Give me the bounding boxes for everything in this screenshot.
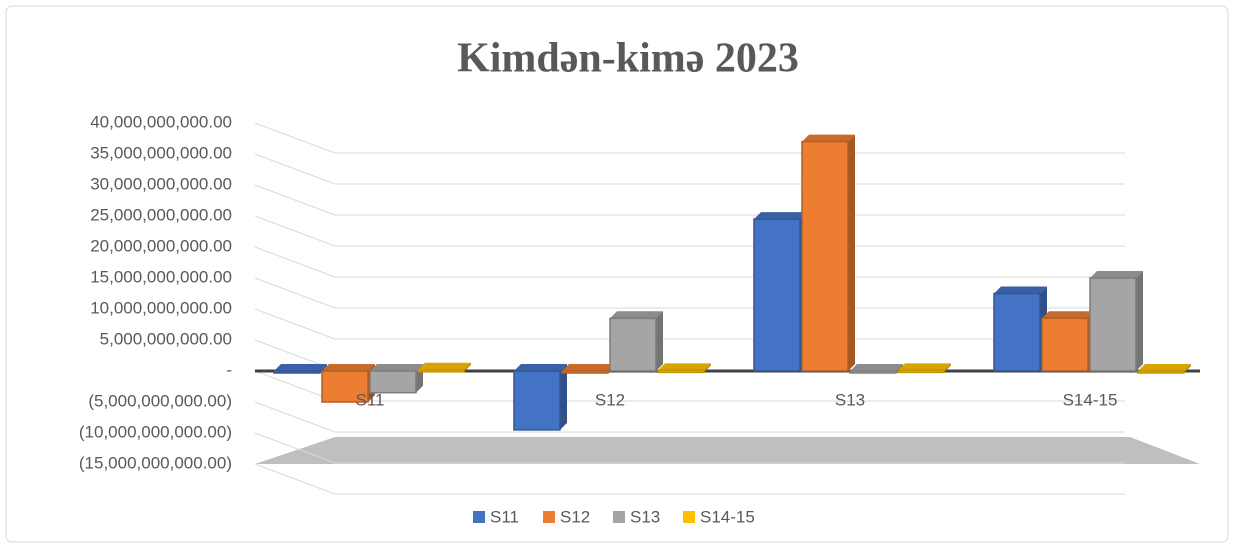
bar-top	[658, 363, 711, 371]
bar-side	[944, 363, 951, 373]
bar	[609, 317, 657, 372]
y-tick-label: (15,000,000,000.00)	[79, 453, 232, 472]
bar	[417, 369, 465, 373]
bar-side	[1184, 364, 1191, 373]
x-tick-label: S11	[356, 390, 385, 409]
bar-top	[802, 134, 855, 142]
bar	[801, 140, 849, 372]
bar-top	[418, 362, 471, 370]
grid-line	[254, 246, 336, 278]
grid-line	[254, 215, 336, 247]
grid-line	[254, 277, 336, 309]
y-tick-label: 30,000,000,000.00	[90, 174, 232, 193]
bar-side	[1136, 271, 1143, 371]
bar	[993, 292, 1041, 372]
grid-line	[254, 463, 336, 495]
legend-swatch	[683, 511, 695, 523]
bar	[1041, 317, 1089, 372]
legend-swatch	[473, 511, 485, 523]
bar-top	[754, 212, 807, 220]
bar-top	[1042, 311, 1095, 319]
bar-top	[994, 286, 1047, 294]
y-tick-label: (5,000,000,000.00)	[88, 391, 232, 410]
y-tick-label: 10,000,000,000.00	[90, 298, 232, 317]
bar	[561, 370, 609, 374]
y-tick-label: 35,000,000,000.00	[90, 143, 232, 162]
bar-side	[464, 362, 471, 372]
grid-line	[254, 308, 336, 340]
bar-top	[610, 311, 663, 319]
bar-top	[1138, 364, 1191, 371]
legend-swatch	[543, 511, 555, 523]
bar-top	[274, 364, 327, 371]
grid-line	[254, 153, 336, 185]
bar-side	[848, 134, 855, 371]
x-tick-label: S14-15	[1063, 390, 1118, 409]
x-tick-label: S12	[595, 390, 625, 409]
legend-label: S12	[560, 507, 590, 526]
bar-top	[898, 363, 951, 371]
legend-label: S14-15	[700, 507, 755, 526]
chart-border	[5, 5, 1229, 543]
bar	[849, 370, 897, 374]
legend-swatch	[613, 511, 625, 523]
bar	[1137, 370, 1185, 374]
bar-top	[850, 364, 903, 371]
y-tick-label: 15,000,000,000.00	[90, 267, 232, 286]
legend-label: S13	[630, 507, 660, 526]
y-tick-label: (10,000,000,000.00)	[79, 422, 232, 441]
floor	[255, 437, 1200, 464]
legend-label: S11	[490, 507, 519, 526]
bar-top	[514, 364, 567, 371]
bar-top	[370, 364, 423, 371]
grid-line	[254, 184, 336, 216]
bar	[273, 370, 321, 374]
grid-line	[254, 401, 336, 433]
y-tick-label: 40,000,000,000.00	[90, 112, 232, 131]
chart-title: Kimdən-kimə 2023	[457, 36, 799, 82]
y-tick-label: -	[226, 360, 232, 379]
bar	[657, 369, 705, 374]
bar	[897, 369, 945, 374]
y-tick-label: 20,000,000,000.00	[90, 236, 232, 255]
bar-top	[1090, 271, 1143, 278]
bar	[513, 370, 561, 431]
y-tick-label: 5,000,000,000.00	[100, 329, 232, 348]
grid-line	[254, 432, 336, 464]
bar	[369, 370, 417, 394]
bar-top	[562, 364, 615, 371]
bar	[321, 370, 369, 403]
bar	[1089, 277, 1137, 372]
bar-top	[322, 364, 375, 371]
bar	[753, 218, 801, 372]
bar-side	[560, 364, 567, 430]
bar-side	[656, 311, 663, 371]
y-tick-label: 25,000,000,000.00	[90, 205, 232, 224]
bar-side	[704, 363, 711, 373]
x-tick-label: S13	[835, 390, 865, 409]
grid-line	[254, 122, 336, 154]
